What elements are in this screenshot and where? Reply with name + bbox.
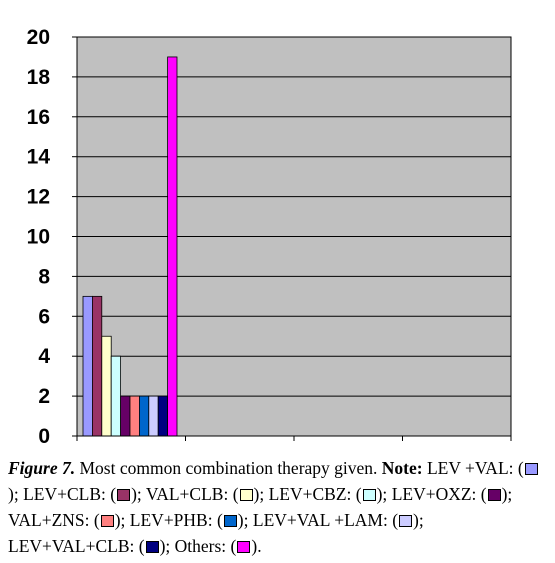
legend-item: LEV+OXZ: (); <box>392 484 513 504</box>
legend-item-tail: ). <box>251 536 262 556</box>
legend-item-label: LEV+CLB: ( <box>23 484 117 504</box>
legend-item-label: LEV+PHB: ( <box>129 510 223 530</box>
bar <box>120 395 131 437</box>
legend-item-tail: ); <box>376 484 388 504</box>
legend-swatch <box>399 515 413 527</box>
legend-item: LEV+CLB: (); <box>23 484 142 504</box>
legend-swatch <box>239 489 253 501</box>
y-tick-label: 10 <box>27 226 50 249</box>
bar <box>110 355 121 437</box>
legend-item-tail: ); <box>501 484 513 504</box>
legend-swatch <box>117 489 131 501</box>
legend-swatch <box>362 489 376 501</box>
legend-item-tail: ); <box>114 510 126 530</box>
y-tick-label: 20 <box>27 26 50 49</box>
legend-swatch <box>100 515 114 527</box>
bar <box>92 295 103 437</box>
y-axis-ticks: 0 2 4 6 8 10 12 14 16 18 20 <box>27 26 512 448</box>
y-tick-label: 18 <box>27 66 51 89</box>
legend-item-label: VAL+CLB: ( <box>145 484 239 504</box>
legend-item: VAL+ZNS: (); <box>8 510 125 530</box>
legend-item-tail: ); <box>413 510 424 530</box>
axes <box>76 36 512 437</box>
legend-item-tail: ); <box>253 484 265 504</box>
legend-item-tail: ); <box>131 484 142 504</box>
bar <box>138 395 150 437</box>
y-tick-label: 12 <box>27 186 50 209</box>
y-tick-label: 0 <box>38 425 50 448</box>
note-label: Note: <box>381 458 423 478</box>
caption-legend: LEV +VAL: (); LEV+CLB: (); VAL+CLB: (); … <box>8 458 539 556</box>
legend-swatch <box>145 541 159 553</box>
bar <box>101 335 112 437</box>
legend-item-label: LEV+VAL+CLB: ( <box>8 536 145 556</box>
legend-item-label: LEV +VAL: ( <box>426 458 524 478</box>
bar <box>167 56 178 437</box>
legend-item-label: LEV+OXZ: ( <box>391 484 487 504</box>
legend-item: VAL+CLB: (); <box>146 484 264 504</box>
y-tick-label: 2 <box>38 385 50 408</box>
y-tick-label: 14 <box>27 146 51 169</box>
legend-item: LEV+VAL+CLB: (); <box>8 536 170 556</box>
legend-item-tail: ); <box>8 484 19 504</box>
bar-chart: 0 2 4 6 8 10 12 14 16 18 20 <box>27 26 512 448</box>
legend-item: LEV+CBZ: (); <box>269 484 388 504</box>
legend-item-label: LEV+VAL +LAM: ( <box>252 510 399 530</box>
legend-item-label: VAL+ZNS: ( <box>8 510 100 530</box>
y-tick-label: 8 <box>38 265 50 288</box>
bar <box>129 395 140 437</box>
y-tick-label: 4 <box>38 345 50 368</box>
legend-item-tail: ); <box>159 536 171 556</box>
bar <box>82 295 93 437</box>
y-tick-label: 6 <box>38 305 50 328</box>
legend-swatch <box>524 463 538 475</box>
legend-item: LEV+VAL +LAM: (); <box>253 510 424 530</box>
legend-item: LEV +VAL: (); <box>8 458 539 504</box>
legend-swatch <box>237 541 251 553</box>
legend-item-label: LEV+CBZ: ( <box>268 484 362 504</box>
caption-text: Most common combination therapy given. <box>79 458 378 478</box>
y-tick-label: 16 <box>27 106 50 129</box>
legend-item-tail: ); <box>237 510 249 530</box>
legend-swatch <box>487 489 501 501</box>
legend-item: LEV+PHB: (); <box>130 510 249 530</box>
legend-item-label: Others: ( <box>174 536 237 556</box>
plot-frame <box>76 36 512 437</box>
figure-caption: Figure 7. Most common combination therap… <box>8 455 546 559</box>
bar <box>148 395 159 437</box>
figure-label: Figure 7. <box>8 458 76 478</box>
legend-swatch <box>223 515 237 527</box>
bar <box>157 395 168 437</box>
legend-item: Others: (). <box>175 536 262 556</box>
